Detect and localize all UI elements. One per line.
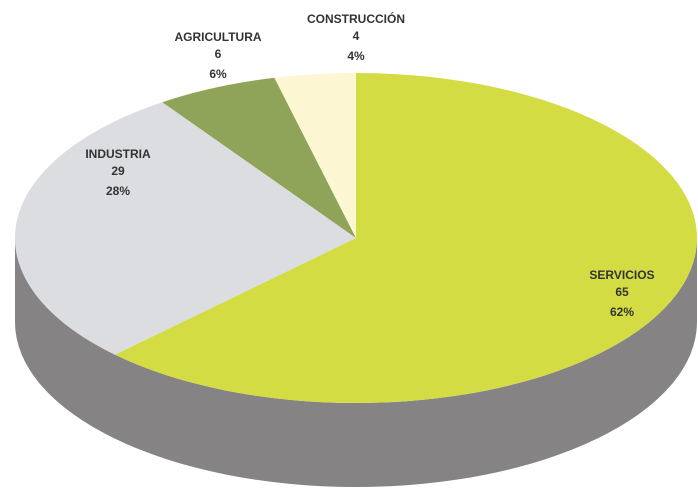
pie-slice xyxy=(162,77,356,238)
slice-percentage: 28% xyxy=(106,184,130,198)
pie-slice xyxy=(15,102,357,355)
slice-value: 4 xyxy=(353,29,360,43)
slice-percentage: 62% xyxy=(610,305,634,319)
slice-category: AGRICULTURA xyxy=(174,30,261,44)
slice-percentage: 4% xyxy=(347,49,365,63)
pie-slice xyxy=(114,73,698,404)
pie-side xyxy=(15,238,697,487)
slice-value: 6 xyxy=(215,47,222,61)
slice-category: CONSTRUCCIÓN xyxy=(307,11,405,26)
slice-value: 29 xyxy=(111,164,125,178)
slice-value: 65 xyxy=(615,285,629,299)
slice-percentage: 6% xyxy=(209,67,227,81)
slice-category: INDUSTRIA xyxy=(85,147,151,161)
pie-slice xyxy=(274,73,356,238)
slice-category: SERVICIOS xyxy=(589,268,654,282)
